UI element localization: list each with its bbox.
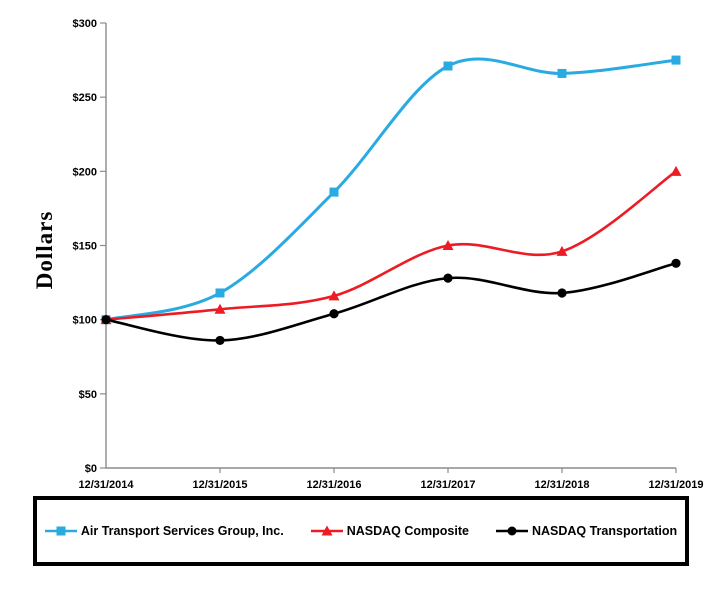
series-line-3 [104,262,678,342]
circle-marker-icon [215,335,225,346]
triangle-marker-icon [556,245,568,256]
triangle-marker-icon [321,525,333,536]
circle-marker-icon [329,309,339,319]
x-tick-label: 12/31/2019 [648,479,703,491]
x-tick-label: 12/31/2016 [306,479,361,491]
legend-line-square-icon [44,526,77,536]
legend-line-circle-icon [495,526,528,536]
y-tick-label: $50 [79,389,97,401]
circle-marker-icon [557,288,567,298]
legend-line-triangle-icon [310,525,343,536]
x-tick-label: 12/31/2014 [78,479,134,491]
square-marker-icon [443,61,453,71]
y-tick-label: $0 [85,463,97,475]
square-marker-icon [56,526,66,536]
x-tick-label: 12/31/2017 [420,479,475,491]
y-tick-label: $250 [73,92,97,104]
x-tick-label: 12/31/2018 [534,479,589,491]
square-marker-icon [557,68,567,78]
x-tick-label: 12/31/2015 [192,479,247,491]
square-marker-icon [671,55,681,65]
y-tick-label: $150 [73,241,97,253]
square-marker-icon [329,187,339,197]
legend-item-nasdaq-composite: NASDAQ Composite [310,524,469,538]
triangle-marker-icon [670,165,682,176]
triangle-marker-icon [442,240,454,250]
y-tick-label: $100 [73,315,97,327]
legend-item-air-transport: Air Transport Services Group, Inc. [44,524,284,538]
legend-label: Air Transport Services Group, Inc. [80,524,284,538]
triangle-marker-icon [214,303,226,314]
series-line-2 [104,170,678,321]
triangle-marker-icon [328,290,340,301]
series-line-1 [104,57,678,322]
legend-label: NASDAQ Transportation [531,524,678,538]
y-tick-label: $300 [73,18,97,30]
legend: Air Transport Services Group, Inc. NASDA… [33,496,689,566]
circle-marker-icon [671,258,681,268]
performance-line-chart: $300 $250 $200 $150 $100 $50 $0 12/31/2014 12/31… [73,18,704,491]
square-marker-icon [215,288,225,298]
y-axis-title: Dollars [32,210,57,290]
y-tick-label: $200 [73,166,97,178]
legend-item-nasdaq-transportation: NASDAQ Transportation [495,524,678,538]
circle-marker-icon [507,526,517,536]
legend-label: NASDAQ Composite [346,524,469,538]
circle-marker-icon [443,273,453,283]
circle-marker-icon [101,315,111,325]
